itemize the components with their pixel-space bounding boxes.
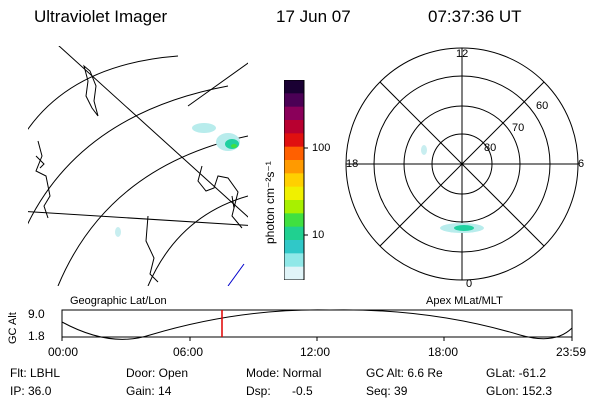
colorbar-stripe xyxy=(284,240,304,254)
colorbar-stripe xyxy=(284,226,304,241)
colorbar-stripe xyxy=(284,80,304,94)
mlt-label-6: 6 xyxy=(578,158,585,170)
observation-date: 17 Jun 07 xyxy=(276,7,351,26)
colorbar-stripe xyxy=(284,200,304,214)
dsp-value: -0.5 xyxy=(292,384,313,398)
apex-mlat-mlt-label: Apex MLat/MLT xyxy=(426,295,503,307)
colorbar-stripe xyxy=(284,120,304,134)
orbit-y-tick-1-8: 1.8 xyxy=(28,329,45,343)
mlat-label-80: 80 xyxy=(484,142,497,154)
orbit-y-tick-9: 9.0 xyxy=(28,307,45,321)
mlt-label-12: 12 xyxy=(456,48,469,60)
color-scale-bar xyxy=(284,80,308,280)
colorbar-stripe xyxy=(284,186,304,201)
door-info: Door: Open xyxy=(126,366,189,380)
colorbar-tick-10: 10 xyxy=(312,229,325,241)
mlat-label-60: 60 xyxy=(536,100,549,112)
colorbar-unit-label: photon cm⁻²s⁻¹ xyxy=(263,161,277,244)
gc-alt-info: GC Alt: 6.6 Re xyxy=(366,366,443,380)
orbit-x-tick-0000: 00:00 xyxy=(48,345,79,359)
colorbar-stripe xyxy=(284,160,304,174)
mlat-label-70: 70 xyxy=(512,122,525,134)
orbit-x-tick-1800: 18:00 xyxy=(428,345,459,359)
ip-info: IP: 36.0 xyxy=(10,384,52,398)
page-title: Ultraviolet Imager xyxy=(34,7,168,26)
colorbar-stripe xyxy=(284,146,304,161)
geographic-map xyxy=(28,46,248,286)
orbit-altitude-plot xyxy=(61,309,573,341)
aurora-emission xyxy=(115,123,240,237)
colorbar-stripe xyxy=(284,106,304,121)
polar-mlt-plot xyxy=(345,47,579,281)
seq-info: Seq: 39 xyxy=(366,384,408,398)
orbit-x-tick-0600: 06:00 xyxy=(173,345,204,359)
colorbar-stripe xyxy=(284,173,304,188)
mlt-label-18: 18 xyxy=(346,158,359,170)
colorbar-stripe xyxy=(284,213,304,228)
filter-info: Flt: LBHL xyxy=(10,366,61,380)
polar-aurora-emission xyxy=(421,145,484,233)
colorbar-stripe xyxy=(284,133,304,148)
mode-info: Mode: Normal xyxy=(246,366,322,380)
gain-info: Gain: 14 xyxy=(126,384,172,398)
geographic-lat-lon-label: Geographic Lat/Lon xyxy=(70,295,167,307)
observation-time: 07:37:36 UT xyxy=(428,7,522,26)
dsp-label: Dsp: xyxy=(246,384,271,398)
colorbar-stripe xyxy=(284,93,304,108)
colorbar-stripe xyxy=(284,266,304,280)
orbit-x-tick-2359: 23:59 xyxy=(556,345,587,359)
orbit-x-tick-1200: 12:00 xyxy=(300,345,331,359)
colorbar-tick-100: 100 xyxy=(312,142,331,154)
colorbar-stripe xyxy=(284,253,304,268)
mlt-label-0: 0 xyxy=(466,278,473,290)
glon-info: GLon: 152.3 xyxy=(486,384,553,398)
glat-info: GLat: -61.2 xyxy=(486,366,547,380)
gc-alt-axis-title: GC Alt xyxy=(7,312,19,344)
